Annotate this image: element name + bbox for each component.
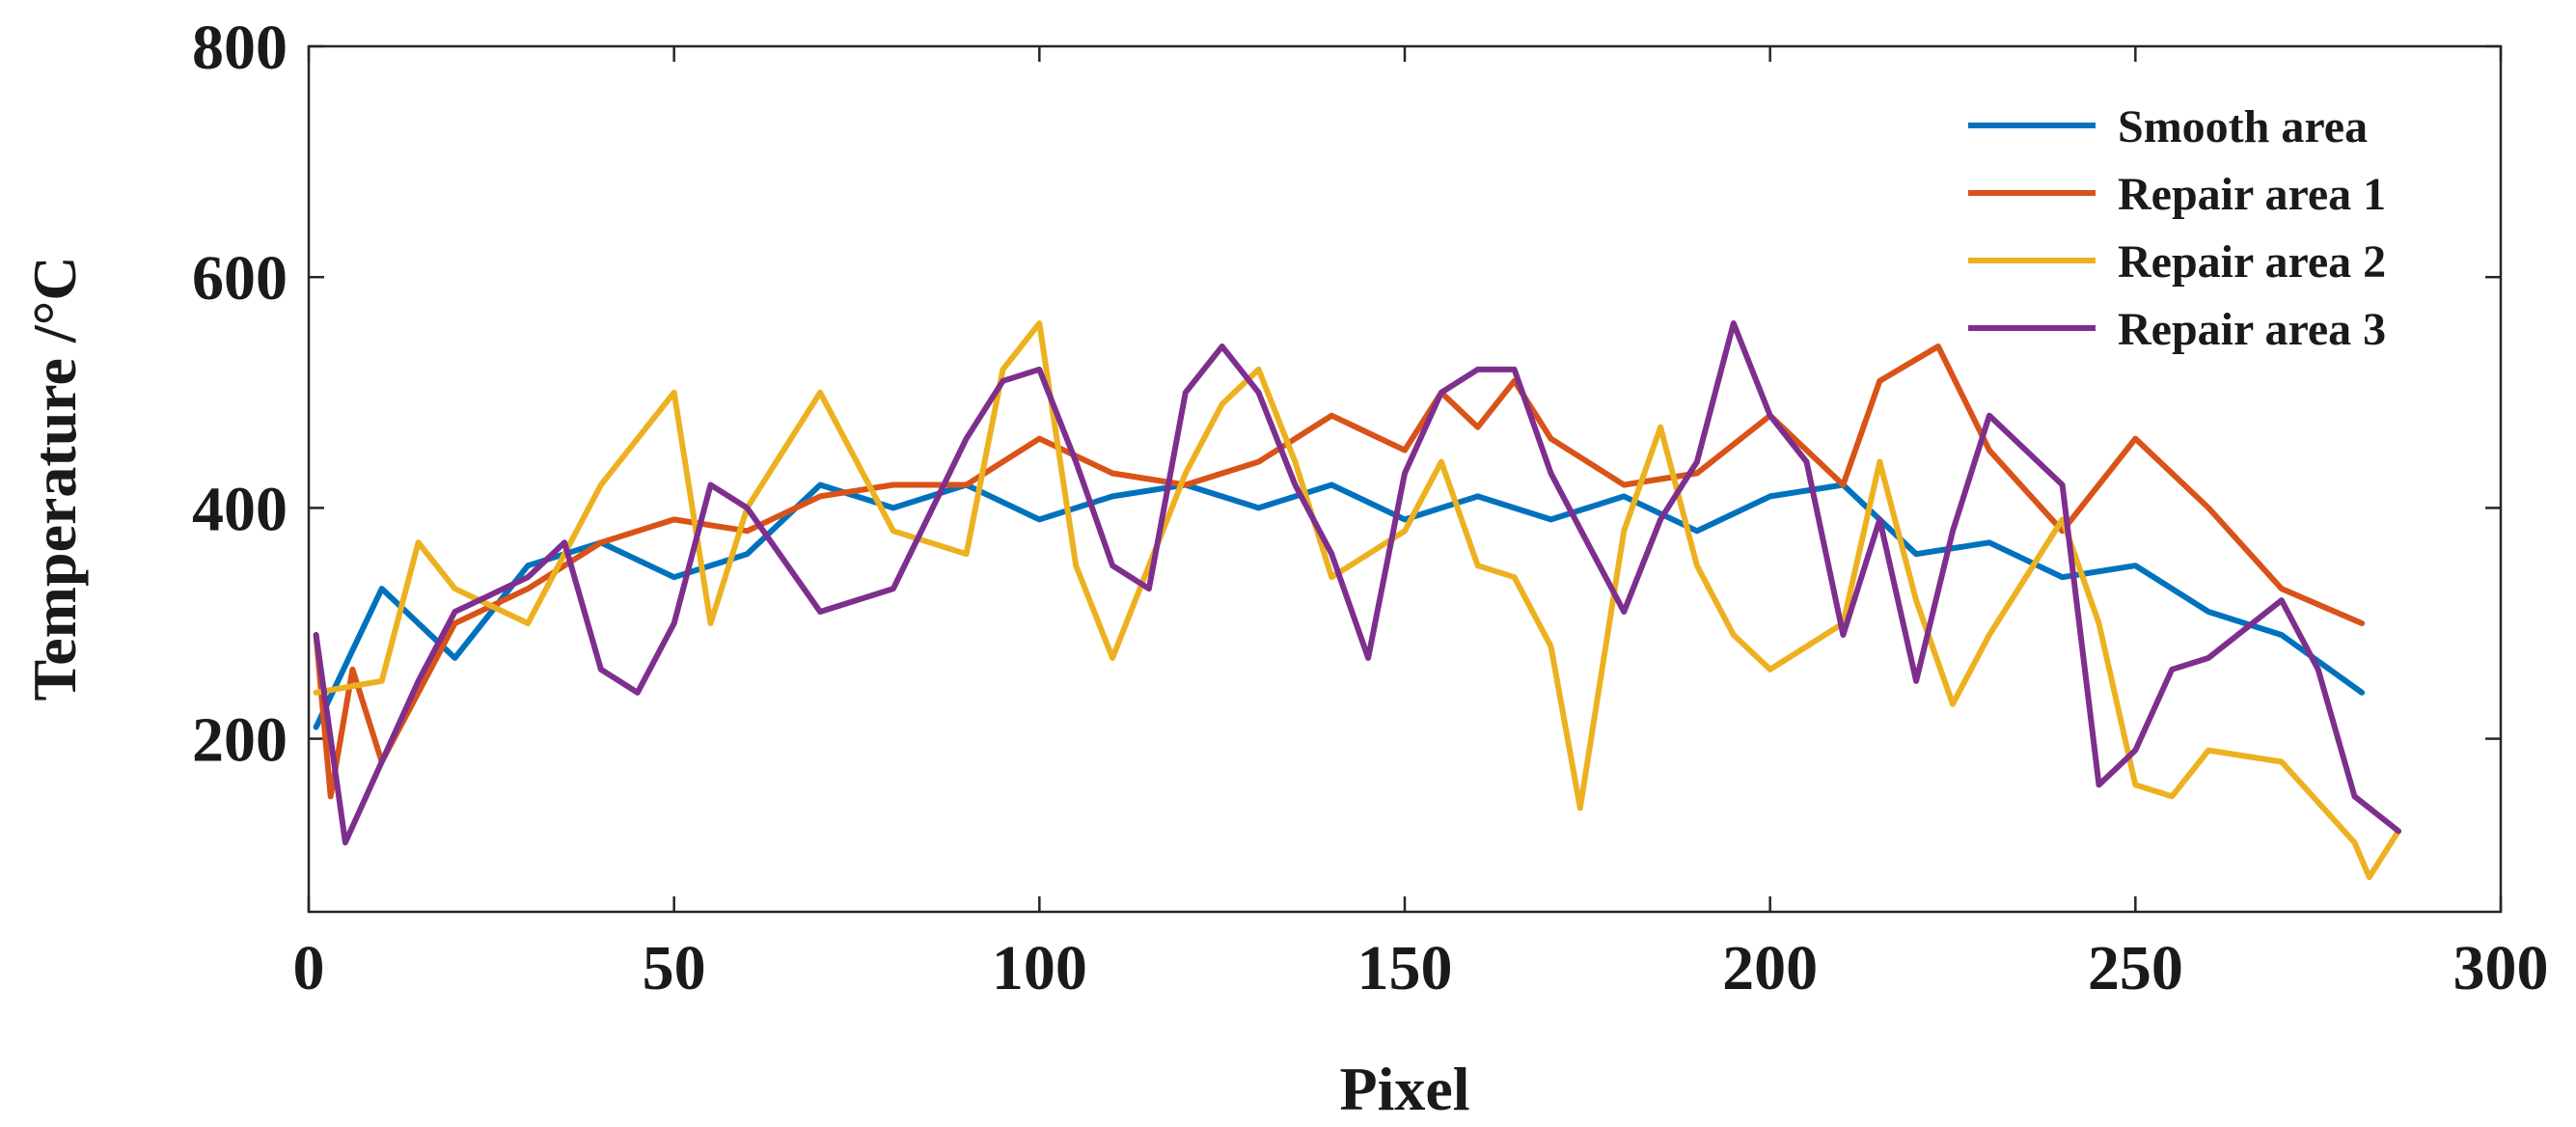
x-tick-label: 50 bbox=[643, 933, 706, 1003]
y-tick-label: 600 bbox=[192, 243, 288, 314]
y-tick-label: 800 bbox=[192, 13, 288, 83]
x-tick-label: 100 bbox=[992, 933, 1087, 1003]
x-tick-label: 0 bbox=[293, 933, 325, 1003]
series-line-repair-area-3 bbox=[313, 320, 2401, 846]
x-tick-label: 150 bbox=[1357, 933, 1453, 1003]
series-line-repair-area-1 bbox=[313, 344, 2366, 800]
y-tick-label: 200 bbox=[192, 705, 288, 776]
legend: Smooth area Repair area 1 Repair area 2 Rep… bbox=[1968, 101, 2386, 355]
x-tick-label: 250 bbox=[2088, 933, 2183, 1003]
x-tick-label: 300 bbox=[2453, 933, 2549, 1003]
y-axis-label: Temperature /°C bbox=[20, 256, 89, 701]
series-line-repair-area-2 bbox=[313, 320, 2401, 881]
legend-label: Repair area 2 bbox=[2118, 236, 2386, 288]
series-group bbox=[313, 320, 2401, 881]
legend-label: Repair area 1 bbox=[2118, 169, 2386, 220]
x-axis-label: Pixel bbox=[1339, 1055, 1469, 1123]
x-axis: 0 50 100 150 200 250 300 bbox=[293, 46, 2549, 1003]
y-tick-label: 400 bbox=[192, 474, 288, 544]
series-line-smooth-area bbox=[313, 481, 2366, 730]
y-axis: 200 400 600 800 bbox=[192, 13, 2501, 776]
x-tick-label: 200 bbox=[1722, 933, 1818, 1003]
legend-label: Repair area 3 bbox=[2118, 304, 2386, 355]
legend-label: Smooth area bbox=[2118, 101, 2368, 152]
